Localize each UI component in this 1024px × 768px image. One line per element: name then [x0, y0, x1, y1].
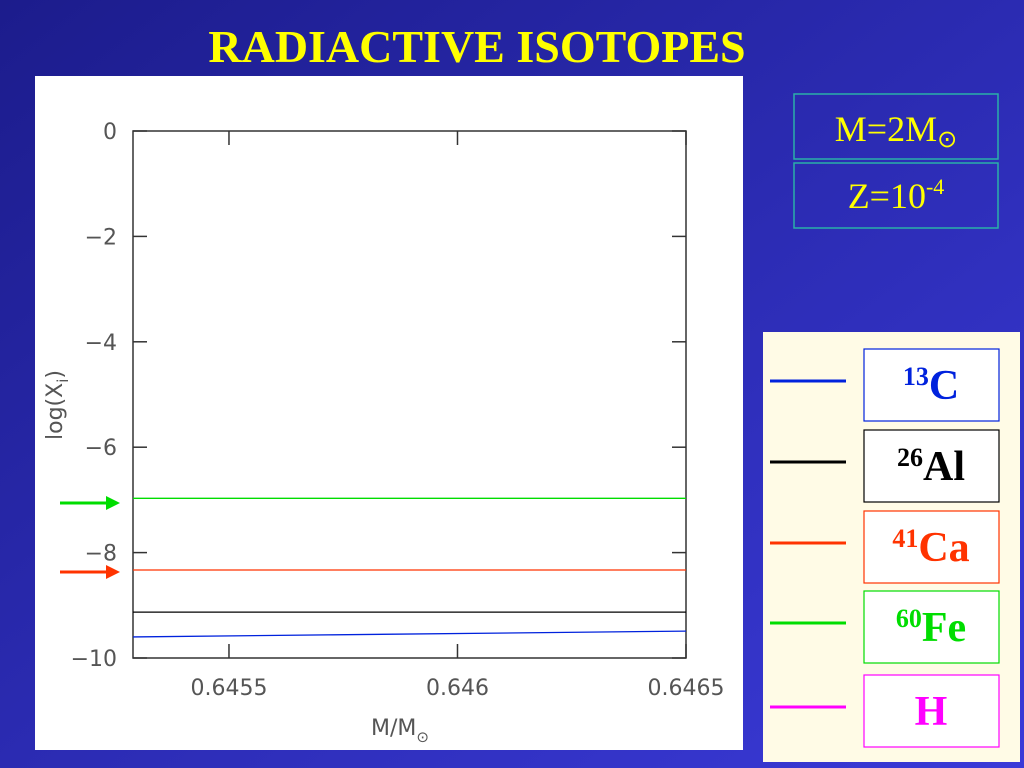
symbol: C — [929, 363, 959, 409]
legend-box — [863, 590, 1000, 664]
x-tick-label: 0.6455 — [190, 676, 267, 701]
subscript: i — [54, 379, 72, 383]
data-line — [132, 630, 687, 638]
legend-box — [863, 348, 1000, 422]
superscript: 41 — [892, 524, 918, 553]
plot-frame — [132, 130, 687, 659]
y-tick-label: −2 — [85, 225, 117, 250]
text: Z=10 — [848, 176, 926, 216]
legend-box — [863, 429, 1000, 503]
y-axis-label: log(Xi) — [43, 370, 72, 440]
superscript: 26 — [897, 443, 923, 472]
y-tick-label: −4 — [85, 331, 117, 356]
subscript: ⊙ — [937, 127, 957, 153]
superscript: 60 — [896, 604, 922, 633]
text: ) — [43, 370, 68, 379]
symbol: H — [915, 689, 948, 735]
legend-label: 13C — [903, 362, 959, 409]
legend-label: 26Al — [897, 443, 965, 490]
text: M=2M — [835, 109, 937, 149]
arrow-head — [106, 565, 120, 579]
chart-panel — [35, 76, 743, 750]
legend-box — [863, 674, 1000, 748]
symbol: Fe — [922, 605, 966, 651]
info-box — [793, 93, 999, 160]
info-box — [793, 162, 999, 229]
legend-label: H — [915, 689, 948, 735]
x-tick-label: 0.646 — [426, 676, 489, 701]
arrow-head — [106, 496, 120, 510]
y-tick-label: −8 — [85, 542, 117, 567]
symbol: Al — [923, 444, 965, 490]
y-tick-label: 0 — [103, 120, 117, 145]
arrow — [60, 496, 120, 579]
y-tick-label: −6 — [85, 436, 117, 461]
text: log(X — [43, 383, 68, 440]
superscript: 13 — [903, 362, 929, 391]
superscript: -4 — [926, 174, 944, 199]
text: M/M — [371, 716, 416, 741]
legend-box — [863, 510, 1000, 584]
mass-label: M=2M⊙ — [835, 109, 957, 153]
x-axis-label: M/M⊙ — [371, 716, 429, 746]
legend-label: 60Fe — [896, 604, 966, 651]
y-tick-label: −10 — [71, 647, 117, 672]
subscript: ⊙ — [416, 728, 429, 746]
x-tick-label: 0.6465 — [648, 676, 725, 701]
metallicity-label: Z=10-4 — [848, 174, 945, 216]
symbol: Ca — [918, 525, 969, 571]
legend-label: 41Ca — [892, 524, 969, 571]
slide-title: RADIACTIVE ISOTOPES — [208, 21, 745, 72]
